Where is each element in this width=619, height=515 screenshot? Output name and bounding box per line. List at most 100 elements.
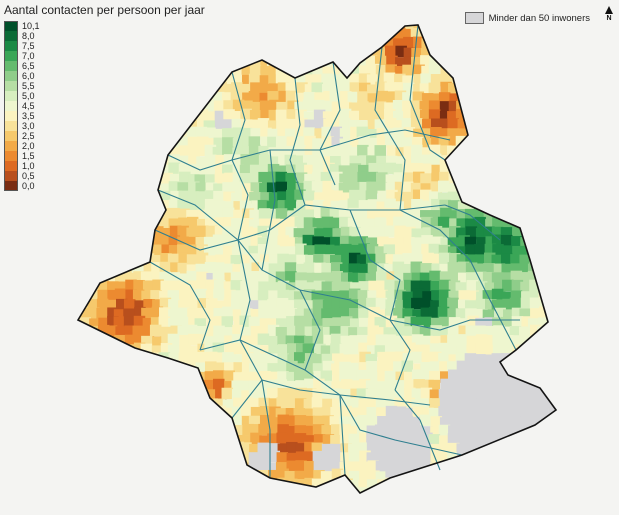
statistical-sector [78, 399, 83, 411]
statistical-sector [176, 82, 189, 94]
statistical-sector [195, 263, 208, 276]
statistical-sector [357, 25, 369, 31]
statistical-sector [106, 55, 119, 68]
statistical-sector [213, 280, 226, 292]
statistical-sector [465, 82, 477, 95]
statistical-sector [241, 489, 253, 493]
statistical-sector [447, 38, 460, 50]
statistical-sector [79, 252, 92, 265]
statistical-sector [457, 487, 470, 493]
statistical-sector [503, 64, 515, 77]
statistical-sector [548, 81, 556, 94]
statistical-sector [501, 388, 514, 401]
statistical-sector [546, 371, 556, 384]
statistical-sector [133, 388, 145, 400]
statistical-sector [124, 182, 137, 194]
statistical-sector [492, 83, 505, 95]
statistical-sector [132, 57, 145, 69]
statistical-sector [295, 243, 307, 256]
statistical-sector [357, 487, 370, 493]
statistical-sector [231, 181, 244, 194]
statistical-sector [249, 209, 261, 222]
statistical-sector [295, 162, 307, 175]
statistical-sector [402, 253, 414, 265]
statistical-sector [78, 28, 83, 40]
statistical-sector [403, 335, 415, 348]
statistical-sector [430, 225, 443, 238]
statistical-sector [214, 226, 227, 238]
legend-label: 6,0 [22, 71, 35, 81]
statistical-sector [537, 326, 549, 338]
statistical-sector [321, 46, 334, 59]
statistical-sector [419, 100, 432, 113]
statistical-sector [78, 64, 81, 76]
statistical-sector [161, 172, 173, 185]
statistical-sector [277, 235, 289, 247]
statistical-sector [520, 297, 533, 310]
statistical-sector [161, 118, 173, 130]
statistical-sector [546, 109, 556, 121]
statistical-sector [411, 237, 423, 249]
statistical-sector [224, 335, 236, 347]
statistical-sector [222, 461, 234, 473]
statistical-sector [520, 441, 533, 454]
statistical-sector [510, 110, 523, 122]
statistical-sector [215, 469, 227, 481]
statistical-sector [257, 442, 270, 455]
statistical-sector [131, 452, 144, 464]
statistical-sector [518, 144, 531, 157]
statistical-sector [140, 119, 153, 132]
statistical-sector [420, 48, 433, 60]
statistical-sector [304, 119, 316, 132]
statistical-sector [78, 182, 83, 195]
statistical-sector [331, 298, 344, 311]
statistical-sector [168, 460, 181, 473]
statistical-sector [494, 361, 506, 373]
statistical-sector [411, 369, 424, 382]
statistical-sector [467, 192, 479, 204]
statistical-sector [268, 318, 280, 330]
statistical-sector [124, 334, 137, 347]
statistical-sector [484, 174, 496, 186]
statistical-sector [195, 435, 207, 447]
statistical-sector [176, 38, 189, 50]
statistical-sector [510, 468, 522, 481]
statistical-sector [350, 126, 362, 139]
statistical-sector [466, 155, 479, 168]
statistical-sector [259, 218, 271, 231]
statistical-sector [420, 73, 432, 85]
statistical-sector [195, 236, 208, 249]
statistical-sector [339, 307, 352, 320]
statistical-sector [122, 172, 135, 184]
statistical-sector [455, 154, 468, 167]
statistical-sector [150, 120, 162, 132]
statistical-sector [476, 237, 488, 249]
statistical-sector [79, 216, 92, 229]
statistical-sector [404, 379, 416, 392]
statistical-sector [142, 90, 155, 103]
statistical-sector [287, 496, 299, 508]
statistical-sector [188, 83, 200, 95]
statistical-sector [376, 207, 389, 220]
statistical-sector [312, 29, 325, 42]
statistical-sector [185, 469, 198, 481]
statistical-sector [331, 461, 344, 473]
statistical-sector [483, 361, 495, 374]
statistical-sector [168, 299, 180, 311]
statistical-sector [78, 109, 83, 122]
statistical-sector [329, 325, 342, 338]
statistical-sector [78, 189, 82, 202]
statistical-sector [358, 200, 371, 212]
statistical-sector [538, 335, 550, 348]
statistical-sector [214, 300, 227, 312]
statistical-sector [511, 83, 524, 95]
statistical-sector [230, 74, 243, 87]
legend-label: 5,5 [22, 81, 35, 91]
statistical-sector [484, 380, 497, 392]
statistical-sector [223, 470, 236, 483]
statistical-sector [258, 36, 270, 49]
statistical-sector [338, 487, 351, 493]
statistical-sector [512, 352, 524, 365]
statistical-sector [502, 129, 515, 141]
statistical-sector [176, 273, 189, 285]
